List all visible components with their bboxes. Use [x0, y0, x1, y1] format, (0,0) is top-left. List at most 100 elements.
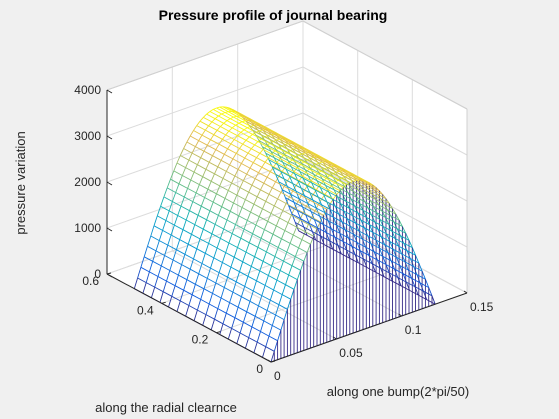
- surface-mesh-line: [257, 141, 267, 147]
- surface-mesh-line: [299, 171, 304, 179]
- surface-mesh-line: [290, 141, 300, 147]
- surface-mesh-line: [174, 224, 184, 231]
- z-tick-label: 0: [94, 267, 101, 281]
- surface-mesh-line: [341, 168, 351, 175]
- surface-mesh-line: [293, 279, 298, 290]
- surface-mesh-line: [284, 230, 294, 236]
- chart-title: Pressure profile of journal bearing: [159, 7, 388, 23]
- surface-mesh-line: [256, 270, 261, 281]
- surface-mesh-line: [223, 219, 228, 230]
- surface-mesh-line: [314, 189, 319, 198]
- surface-mesh-line: [302, 149, 312, 155]
- surface-mesh-line: [277, 143, 288, 149]
- surface-mesh-line: [262, 260, 272, 267]
- surface-mesh-line: [334, 236, 344, 242]
- surface-mesh-line: [181, 254, 186, 265]
- surface-mesh-line: [336, 167, 346, 173]
- surface-mesh-line: [188, 305, 198, 311]
- surface-mesh-line: [169, 259, 174, 271]
- surface-mesh-line: [193, 248, 198, 260]
- surface-mesh-line: [223, 277, 229, 288]
- surface-mesh-line: [198, 273, 208, 279]
- surface-mesh-line: [332, 248, 342, 255]
- x-tick-label: 0.15: [470, 300, 494, 314]
- surface-mesh-line: [316, 180, 321, 188]
- surface-mesh-line: [284, 154, 294, 160]
- surface-mesh-line: [348, 237, 358, 243]
- z-grid-line: [106, 158, 304, 229]
- surface-mesh-line: [369, 200, 379, 206]
- surface-mesh-line: [291, 159, 301, 165]
- surface-mesh-line: [212, 282, 217, 294]
- surface-mesh-line: [255, 216, 260, 226]
- surface-mesh-line: [215, 149, 225, 155]
- surface-mesh-line: [303, 226, 308, 236]
- surface-mesh-line: [310, 211, 320, 217]
- surface-mesh-line: [225, 134, 235, 140]
- surface-mesh-line: [290, 193, 300, 200]
- surface-mesh-line: [377, 193, 387, 200]
- surface-mesh-line: [330, 183, 340, 189]
- surface-mesh-line: [149, 271, 159, 277]
- surface-mesh-line: [260, 237, 270, 244]
- surface-mesh-line: [266, 134, 276, 140]
- surface-mesh-line: [336, 224, 346, 231]
- surface-mesh-line: [160, 255, 166, 267]
- surface-mesh-line: [283, 309, 288, 320]
- surface-mesh-line: [311, 231, 317, 241]
- surface-mesh-line: [383, 203, 393, 209]
- surface-mesh-line: [245, 199, 255, 205]
- surface-mesh-line: [232, 281, 237, 293]
- surface-mesh-line: [248, 191, 258, 198]
- surface-mesh-line: [325, 175, 330, 179]
- surface-mesh-line: [207, 181, 212, 190]
- surface-mesh-line: [400, 285, 410, 291]
- surface-mesh-line: [260, 189, 270, 195]
- surface-mesh-line: [409, 290, 419, 296]
- surface-mesh-line: [272, 166, 282, 172]
- surface-mesh-line: [295, 222, 305, 228]
- surface-mesh-line: [261, 125, 271, 131]
- surface-mesh-line: [290, 289, 295, 300]
- surface-mesh-line: [241, 207, 251, 213]
- surface-mesh-line: [166, 270, 171, 282]
- surface-mesh-line: [240, 132, 250, 138]
- surface-mesh-line: [202, 169, 207, 177]
- surface-mesh-line: [319, 215, 324, 225]
- surface-mesh-line: [346, 170, 357, 177]
- surface-mesh-line: [321, 204, 331, 210]
- surface-mesh-line: [413, 266, 423, 272]
- surface-mesh-line: [184, 196, 194, 202]
- surface-mesh-line: [310, 167, 320, 174]
- surface-mesh-line: [367, 182, 377, 188]
- surface-mesh-line: [216, 185, 221, 194]
- surface-mesh-line: [370, 185, 380, 192]
- surface-mesh-line: [291, 156, 296, 161]
- surface-mesh-line: [181, 264, 191, 270]
- surface-mesh-line: [283, 143, 293, 149]
- surface-mesh-line: [267, 145, 272, 152]
- surface-mesh-line: [270, 151, 280, 157]
- surface-mesh-line: [366, 217, 376, 223]
- surface-mesh-line: [307, 203, 317, 209]
- surface-mesh-line: [280, 319, 285, 331]
- surface-mesh-line: [288, 175, 294, 184]
- surface-mesh-line: [219, 228, 225, 239]
- surface-mesh-line: [242, 140, 247, 145]
- surface-mesh-line: [235, 111, 245, 117]
- surface-mesh-line: [233, 247, 238, 258]
- surface-mesh-line: [379, 219, 389, 225]
- surface-mesh-line: [186, 269, 191, 280]
- surface-mesh-line: [314, 157, 324, 163]
- surface-mesh-line: [319, 215, 329, 221]
- surface-mesh-line: [182, 229, 192, 235]
- surface-mesh-line: [200, 150, 205, 158]
- surface-mesh-line: [150, 286, 156, 298]
- surface-mesh-line: [280, 171, 285, 180]
- surface-mesh-line: [314, 210, 324, 216]
- surface-mesh-line: [356, 196, 361, 204]
- y-axis-line: [106, 273, 272, 363]
- surface-mesh-line: [381, 236, 391, 242]
- surface-mesh-line: [260, 134, 270, 140]
- surface-mesh-line: [170, 224, 175, 236]
